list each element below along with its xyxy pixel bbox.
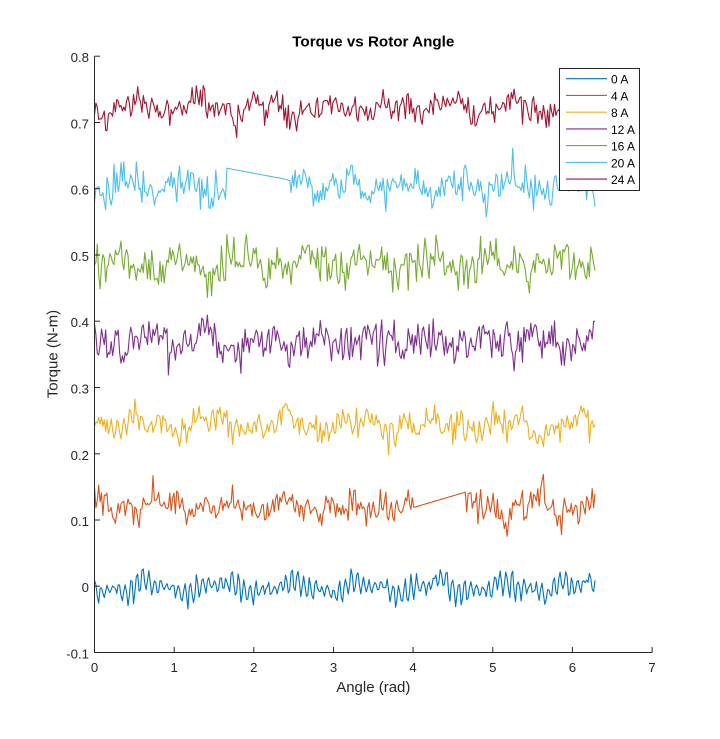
svg-text:16 A: 16 A	[611, 140, 635, 154]
svg-text:-0.1: -0.1	[66, 647, 89, 662]
svg-text:8 A: 8 A	[611, 106, 628, 120]
svg-text:4 A: 4 A	[611, 89, 628, 103]
svg-text:3: 3	[330, 660, 337, 675]
svg-text:7: 7	[648, 660, 655, 675]
svg-text:0 A: 0 A	[611, 73, 628, 87]
svg-text:Torque (N-m): Torque (N-m)	[45, 310, 62, 398]
svg-text:0.2: 0.2	[71, 448, 89, 463]
svg-text:0.8: 0.8	[71, 50, 89, 65]
svg-text:0.7: 0.7	[71, 117, 89, 132]
svg-text:20 A: 20 A	[611, 156, 635, 170]
svg-text:0.4: 0.4	[71, 315, 89, 330]
svg-text:0.3: 0.3	[71, 382, 89, 397]
svg-text:24 A: 24 A	[611, 173, 635, 187]
svg-text:2: 2	[250, 660, 257, 675]
svg-text:0: 0	[91, 660, 98, 675]
svg-text:5: 5	[489, 660, 496, 675]
svg-text:0: 0	[82, 580, 89, 595]
svg-text:12 A: 12 A	[611, 123, 635, 137]
svg-text:6: 6	[569, 660, 576, 675]
svg-text:0.6: 0.6	[71, 183, 89, 198]
svg-text:Torque vs Rotor Angle: Torque vs Rotor Angle	[292, 34, 454, 51]
svg-text:4: 4	[409, 660, 416, 675]
svg-text:Angle (rad): Angle (rad)	[336, 679, 410, 696]
svg-text:0.1: 0.1	[71, 514, 89, 529]
svg-text:0.5: 0.5	[71, 249, 89, 264]
svg-text:1: 1	[171, 660, 178, 675]
